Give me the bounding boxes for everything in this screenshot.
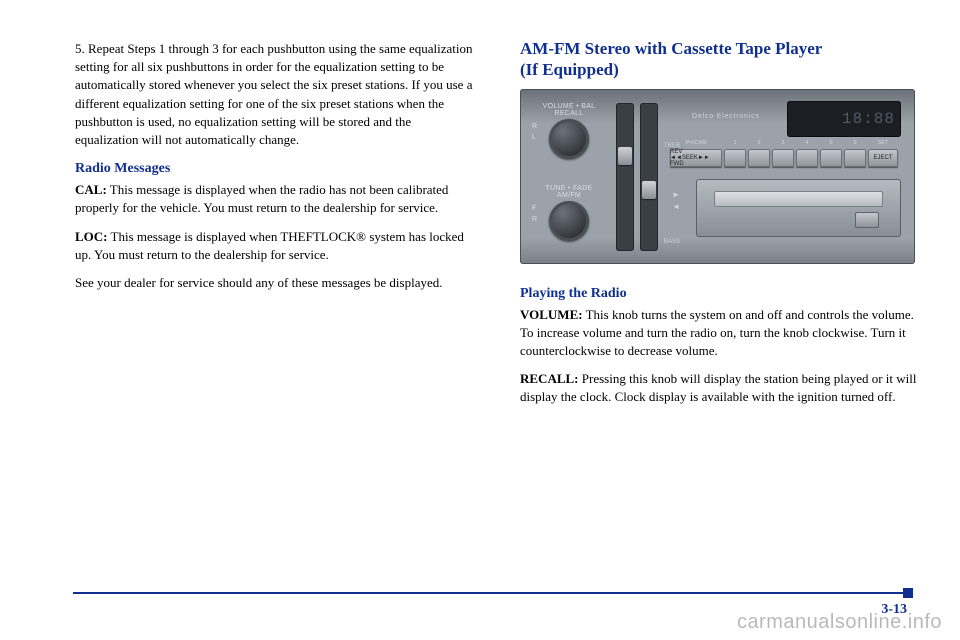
- preset-2: 2: [748, 149, 770, 167]
- registered-mark: ®: [356, 229, 366, 244]
- cassette-door: [696, 179, 901, 237]
- body-text: VOLUME: This knob turns the system on an…: [520, 306, 920, 361]
- radio-display: 18:88: [787, 101, 901, 137]
- preset-5-label: 5: [820, 140, 842, 146]
- pscan-label: P•SCAN: [670, 140, 722, 146]
- tune-knob-group: TUNE • FADE AM/FM F R: [530, 185, 608, 242]
- term-loc: LOC:: [75, 229, 108, 244]
- watermark: carmanualsonline.info: [737, 611, 942, 634]
- fade-indicator: F R: [532, 203, 537, 225]
- preset-5: 5: [820, 149, 842, 167]
- preset-6: 6: [844, 149, 866, 167]
- term-recall: RECALL:: [520, 371, 579, 386]
- left-column: 5. Repeat Steps 1 through 3 for each pus…: [75, 40, 475, 302]
- body-text: RECALL: Pressing this knob will display …: [520, 370, 920, 406]
- volume-knob: [549, 119, 589, 159]
- volume-knob-group: VOLUME • BAL RECALL R L: [530, 103, 608, 160]
- tone-sliders: [616, 103, 662, 251]
- body-text: LOC: This message is displayed when THEF…: [75, 228, 475, 264]
- preset-2-label: 2: [748, 140, 770, 146]
- bass-label: BASS: [664, 239, 680, 245]
- subhead-playing-radio: Playing the Radio: [520, 286, 920, 302]
- radio-brand-label: Delco Electronics: [692, 113, 760, 120]
- tune-knob-label: TUNE • FADE AM/FM: [530, 185, 608, 200]
- title-line-1: AM-FM Stereo with Cassette Tape Player: [520, 39, 822, 58]
- right-column: AM-FM Stereo with Cassette Tape Player (…: [520, 38, 920, 416]
- seek-label: REV ◄◄SEEK►► FWD: [670, 149, 722, 167]
- tape-direction-icon: ► ◄: [672, 189, 680, 213]
- balance-indicator: R L: [532, 121, 537, 143]
- preset-3-label: 3: [772, 140, 794, 146]
- body-text: See your dealer for service should any o…: [75, 274, 475, 292]
- preset-4: 4: [796, 149, 818, 167]
- bass-thumb: [642, 181, 656, 199]
- radio-display-value: 18:88: [842, 110, 895, 128]
- section-title: AM-FM Stereo with Cassette Tape Player (…: [520, 38, 920, 81]
- seek-button: P•SCAN REV ◄◄SEEK►► FWD: [670, 149, 722, 167]
- treble-thumb: [618, 147, 632, 165]
- term-volume: VOLUME:: [520, 307, 583, 322]
- body-text: Pressing this knob will display the stat…: [520, 371, 917, 404]
- body-text: CAL: This message is displayed when the …: [75, 181, 475, 217]
- eject-tab: [855, 212, 879, 228]
- button-row: P•SCAN REV ◄◄SEEK►► FWD 1 2 3 4 5 6 SET …: [670, 149, 903, 167]
- term-cal: CAL:: [75, 182, 107, 197]
- body-text: 5. Repeat Steps 1 through 3 for each pus…: [75, 40, 475, 149]
- set-eject-button: SET EJECT: [868, 149, 898, 167]
- treble-slider: [616, 103, 634, 251]
- cassette-slot: [714, 191, 883, 207]
- title-line-2: (If Equipped): [520, 60, 619, 79]
- eject-label: EJECT: [873, 155, 892, 161]
- footer-rule: [73, 592, 907, 594]
- tune-knob: [549, 201, 589, 241]
- preset-1-label: 1: [724, 140, 746, 146]
- preset-6-label: 6: [844, 140, 866, 146]
- set-label: SET: [868, 140, 898, 146]
- preset-4-label: 4: [796, 140, 818, 146]
- bass-slider: [640, 103, 658, 251]
- subhead-radio-messages: Radio Messages: [75, 161, 475, 177]
- volume-knob-label: VOLUME • BAL RECALL: [530, 103, 608, 118]
- body-text: This message is displayed when THEFTLOCK: [108, 229, 357, 244]
- body-text: This message is displayed when the radio…: [75, 182, 448, 215]
- preset-1: 1: [724, 149, 746, 167]
- preset-3: 3: [772, 149, 794, 167]
- radio-illustration: Delco Electronics VOLUME • BAL RECALL R …: [520, 89, 915, 264]
